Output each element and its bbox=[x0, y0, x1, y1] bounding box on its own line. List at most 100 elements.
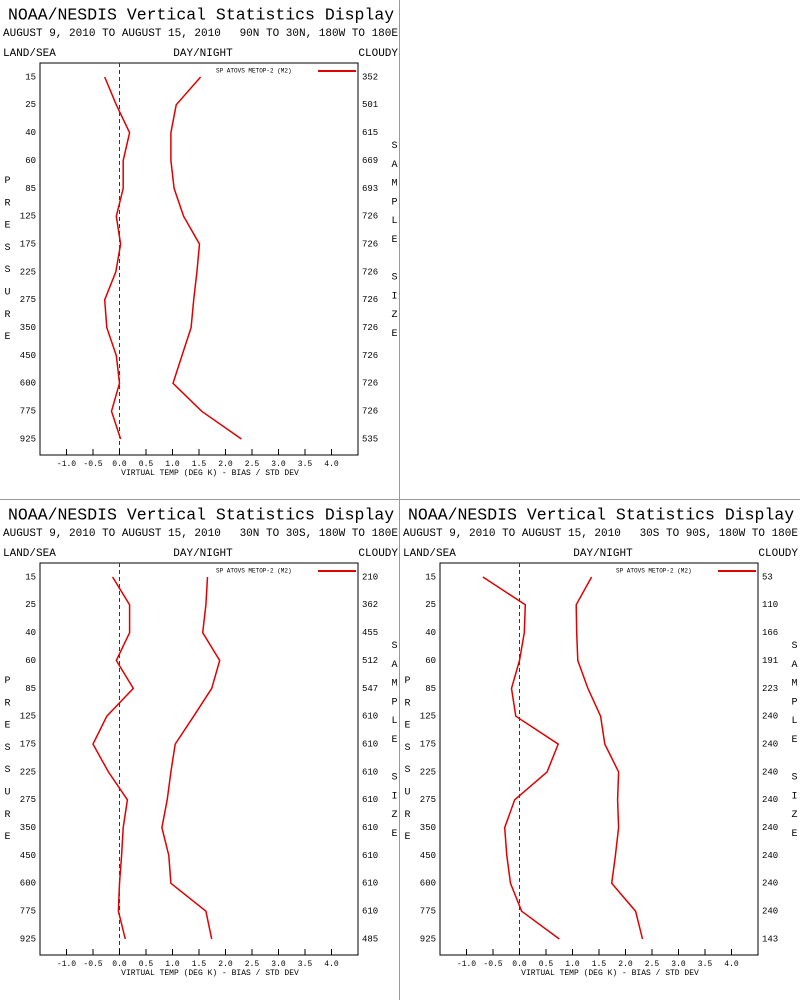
sample-size-label: 610 bbox=[362, 907, 378, 917]
sample-size-label: 240 bbox=[762, 795, 778, 805]
legend-label: SP ATOVS METOP-2 (M2) bbox=[216, 68, 292, 75]
level-label: 925 bbox=[20, 434, 36, 444]
sample-size-label: 615 bbox=[362, 128, 378, 138]
x-tick-label: 2.5 bbox=[245, 460, 260, 469]
sample-size-label: 352 bbox=[362, 72, 378, 82]
sample-size-label: 610 bbox=[362, 712, 378, 722]
x-tick-label: 0.5 bbox=[139, 460, 154, 469]
chart-title: NOAA/NESDIS Vertical Statistics Display bbox=[8, 505, 394, 524]
sample-size-label: 240 bbox=[762, 907, 778, 917]
level-label: 25 bbox=[25, 100, 36, 110]
x-tick-label: 3.0 bbox=[671, 960, 686, 969]
sample-size-label: 485 bbox=[362, 934, 378, 944]
sample-size-label: 210 bbox=[362, 572, 378, 582]
header-right: CLOUDY bbox=[358, 48, 398, 60]
region: 90N TO 30N, 180W TO 180E bbox=[240, 28, 399, 40]
x-axis-label: VIRTUAL TEMP (DEG K) - BIAS / STD DEV bbox=[121, 469, 299, 478]
sample-size-label: 726 bbox=[362, 323, 378, 333]
header-left: LAND/SEA bbox=[3, 548, 56, 560]
chart-title: NOAA/NESDIS Vertical Statistics Display bbox=[8, 5, 394, 24]
x-tick-label: 2.0 bbox=[618, 960, 633, 969]
sample-size-label: 166 bbox=[762, 628, 778, 638]
x-tick-label: 0.5 bbox=[539, 960, 554, 969]
x-tick-label: -0.5 bbox=[83, 960, 102, 969]
sample-size-label: 726 bbox=[362, 212, 378, 222]
x-tick-label: -1.0 bbox=[457, 960, 476, 969]
x-tick-label: -0.5 bbox=[83, 460, 102, 469]
y-axis-label: PRESSURE bbox=[2, 176, 13, 355]
level-label: 60 bbox=[425, 656, 436, 666]
x-axis-label: VIRTUAL TEMP (DEG K) - BIAS / STD DEV bbox=[121, 969, 299, 978]
chart: NOAA/NESDIS Vertical Statistics Display A… bbox=[3, 5, 399, 478]
x-tick-label: 2.0 bbox=[218, 460, 233, 469]
chart: NOAA/NESDIS Vertical Statistics Display A… bbox=[403, 505, 798, 978]
level-label: 175 bbox=[420, 739, 436, 749]
chart-title: NOAA/NESDIS Vertical Statistics Display bbox=[408, 505, 794, 524]
sample-size-label: 610 bbox=[362, 739, 378, 749]
legend-label: SP ATOVS METOP-2 (M2) bbox=[616, 568, 692, 575]
sample-size-label: 535 bbox=[362, 434, 378, 444]
sample-size-label: 501 bbox=[362, 100, 378, 110]
header-right: CLOUDY bbox=[758, 548, 798, 560]
x-tick-label: 2.5 bbox=[245, 960, 260, 969]
level-label: 350 bbox=[420, 823, 436, 833]
x-tick-label: 1.5 bbox=[192, 960, 207, 969]
sample-size-label: 726 bbox=[362, 267, 378, 277]
x-tick-label: 3.0 bbox=[271, 960, 286, 969]
sample-size-label: 610 bbox=[362, 823, 378, 833]
sample-size-label: 110 bbox=[762, 600, 778, 610]
level-label: 15 bbox=[425, 572, 436, 582]
sample-size-label: 191 bbox=[762, 656, 778, 666]
chart-panel: NOAA/NESDIS Vertical Statistics Display A… bbox=[0, 500, 400, 1000]
plot-frame bbox=[39, 62, 359, 456]
level-label: 225 bbox=[20, 267, 36, 277]
header-center: DAY/NIGHT bbox=[173, 48, 233, 60]
level-label: 25 bbox=[425, 600, 436, 610]
level-label: 775 bbox=[420, 907, 436, 917]
sample-size-label: 726 bbox=[362, 379, 378, 389]
level-label: 125 bbox=[20, 712, 36, 722]
level-label: 85 bbox=[25, 184, 36, 194]
sample-size-label: 726 bbox=[362, 407, 378, 417]
level-label: 350 bbox=[20, 323, 36, 333]
x-tick-label: 4.0 bbox=[324, 960, 339, 969]
chart-panel: NOAA/NESDIS Vertical Statistics Display A… bbox=[0, 0, 400, 500]
x-tick-label: 1.0 bbox=[165, 960, 180, 969]
std-dev-line bbox=[170, 76, 242, 440]
level-label: 350 bbox=[20, 823, 36, 833]
x-tick-label: 2.0 bbox=[218, 960, 233, 969]
date-range: AUGUST 9, 2010 TO AUGUST 15, 2010 bbox=[3, 528, 221, 540]
x-tick-label: -1.0 bbox=[57, 960, 76, 969]
sample-size-label: 455 bbox=[362, 628, 378, 638]
level-label: 275 bbox=[420, 795, 436, 805]
x-tick-label: 3.5 bbox=[698, 960, 713, 969]
level-label: 450 bbox=[20, 851, 36, 861]
sample-size-label: 726 bbox=[362, 295, 378, 305]
x-tick-label: -0.5 bbox=[483, 960, 502, 969]
level-label: 40 bbox=[25, 628, 36, 638]
sample-size-label: 240 bbox=[762, 851, 778, 861]
sample-size-label: 240 bbox=[762, 712, 778, 722]
legend-label: SP ATOVS METOP-2 (M2) bbox=[216, 568, 292, 575]
level-label: 275 bbox=[20, 295, 36, 305]
sample-size-label: 610 bbox=[362, 795, 378, 805]
level-label: 925 bbox=[420, 934, 436, 944]
sample-size-label: 240 bbox=[762, 823, 778, 833]
y-axis-label: PRESSURE bbox=[402, 676, 413, 855]
y2-axis-label: SAMPLE SIZE bbox=[789, 641, 800, 848]
std-dev-line bbox=[161, 576, 221, 940]
level-label: 175 bbox=[20, 239, 36, 249]
x-tick-label: 0.0 bbox=[112, 460, 127, 469]
level-label: 925 bbox=[20, 934, 36, 944]
level-label: 175 bbox=[20, 739, 36, 749]
header-center: DAY/NIGHT bbox=[573, 548, 633, 560]
sample-size-label: 240 bbox=[762, 767, 778, 777]
sample-size-label: 240 bbox=[762, 739, 778, 749]
sample-size-label: 223 bbox=[762, 684, 778, 694]
chart-panel: NOAA/NESDIS Vertical Statistics Display A… bbox=[400, 500, 800, 1000]
std-dev-line bbox=[575, 576, 644, 940]
level-label: 600 bbox=[20, 379, 36, 389]
plot-frame bbox=[39, 562, 359, 956]
header-right: CLOUDY bbox=[358, 548, 398, 560]
level-label: 225 bbox=[20, 767, 36, 777]
